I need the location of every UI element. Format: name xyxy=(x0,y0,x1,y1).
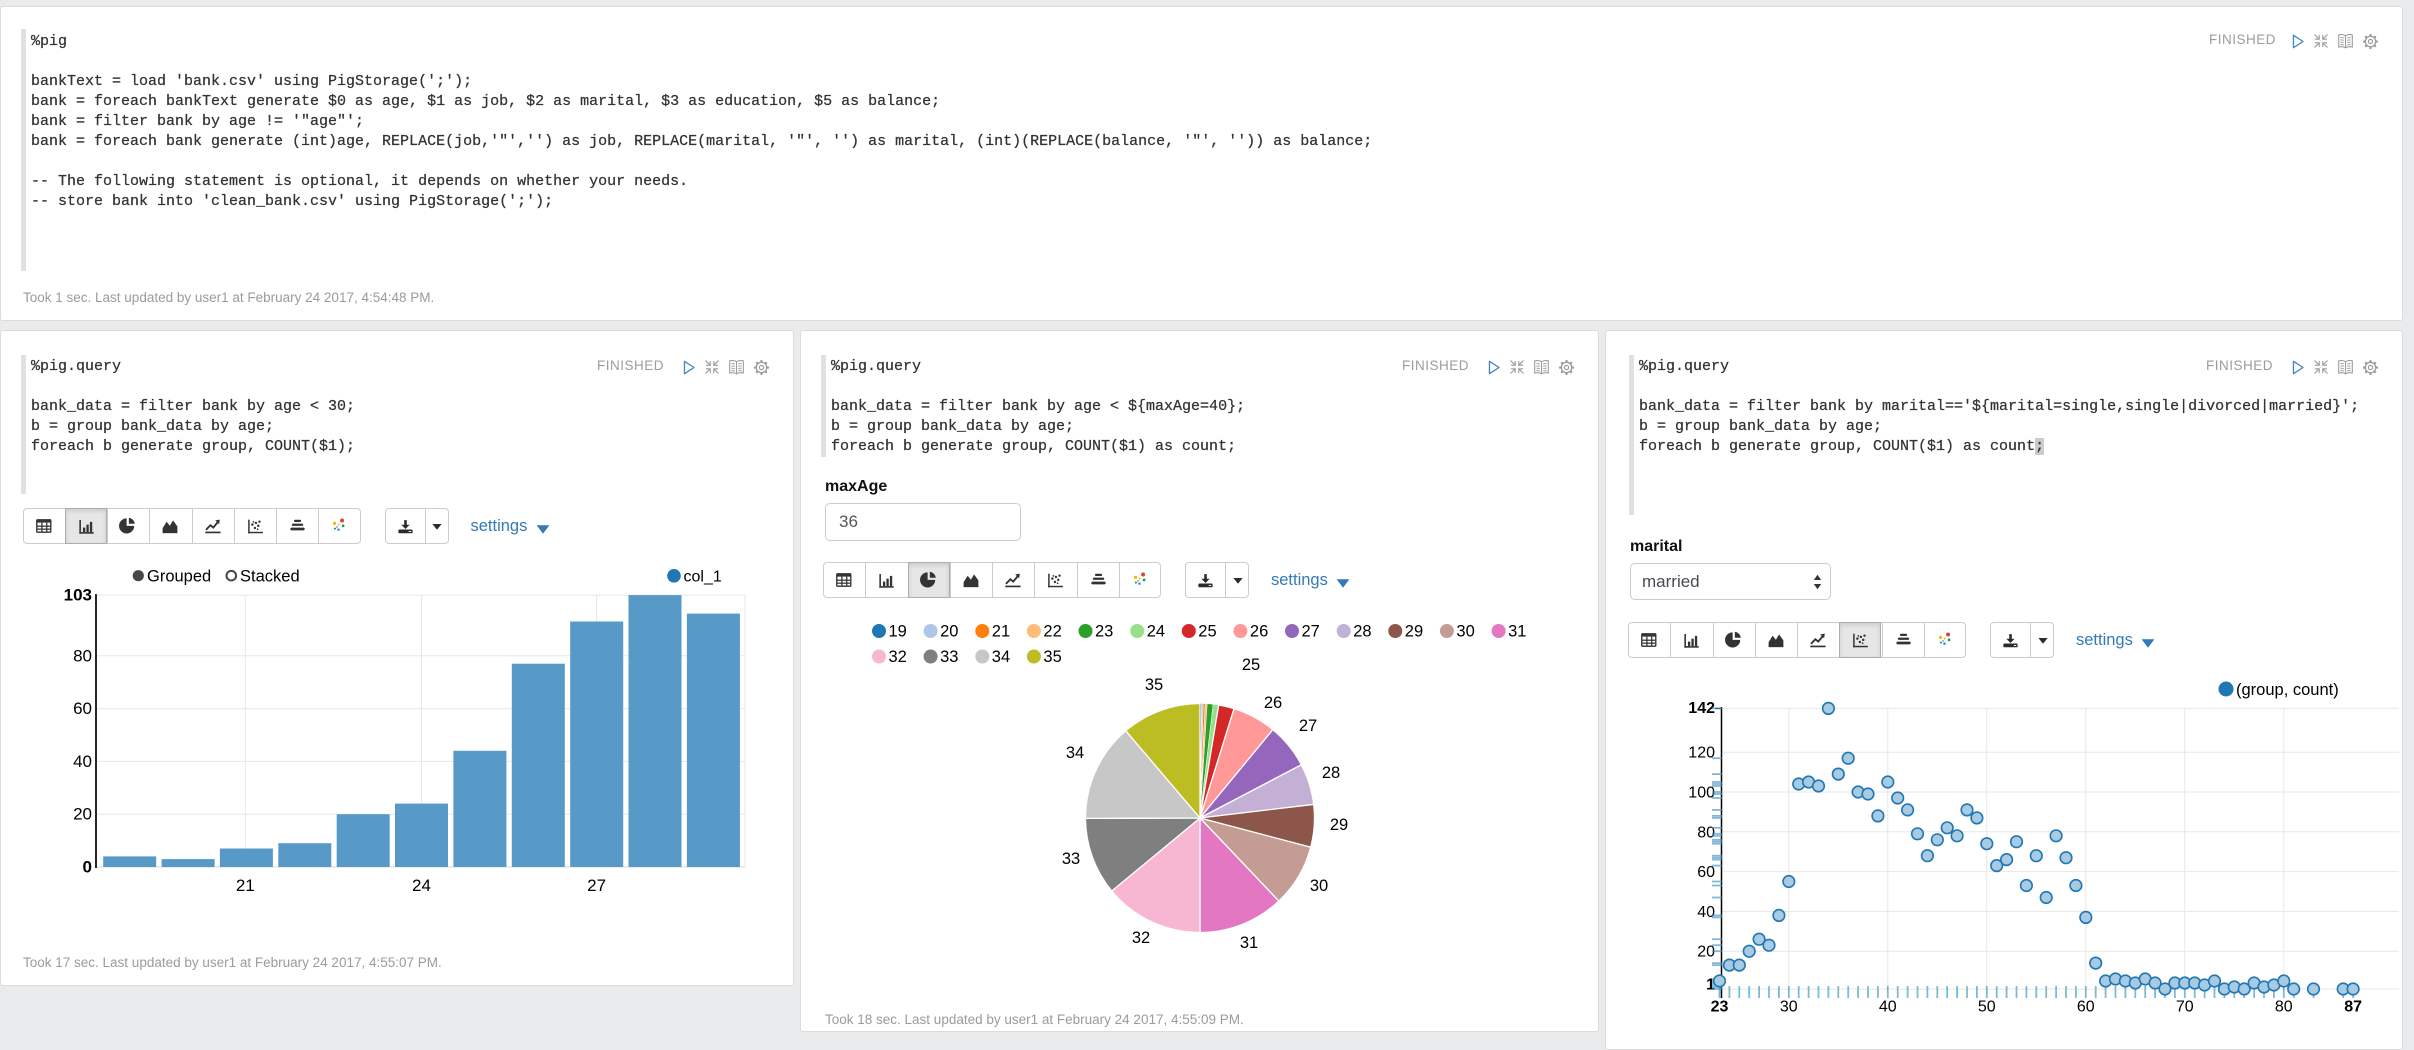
svg-text:80: 80 xyxy=(2275,999,2293,1016)
svg-text:30: 30 xyxy=(1310,877,1328,895)
svg-text:34: 34 xyxy=(1066,744,1084,762)
svg-text:70: 70 xyxy=(2176,999,2194,1016)
svg-text:33: 33 xyxy=(1062,850,1080,868)
svg-text:20: 20 xyxy=(73,805,92,824)
svg-text:26: 26 xyxy=(1250,623,1268,641)
svg-text:32: 32 xyxy=(889,648,907,666)
svg-text:120: 120 xyxy=(1688,745,1715,762)
svg-text:35: 35 xyxy=(1145,676,1163,694)
svg-text:30: 30 xyxy=(1780,999,1798,1016)
svg-text:0: 0 xyxy=(83,858,92,877)
svg-text:142: 142 xyxy=(1688,700,1715,717)
svg-text:25: 25 xyxy=(1198,623,1216,641)
svg-text:32: 32 xyxy=(1132,929,1150,947)
svg-text:21: 21 xyxy=(236,876,255,895)
svg-text:35: 35 xyxy=(1043,648,1061,666)
svg-text:col_1: col_1 xyxy=(684,569,722,586)
svg-text:60: 60 xyxy=(73,699,92,718)
svg-text:60: 60 xyxy=(2077,999,2095,1016)
svg-text:31: 31 xyxy=(1508,623,1526,641)
svg-text:28: 28 xyxy=(1322,764,1340,782)
svg-text:19: 19 xyxy=(889,623,907,641)
svg-text:Grouped: Grouped xyxy=(147,568,211,586)
svg-text:80: 80 xyxy=(73,646,92,665)
svg-text:100: 100 xyxy=(1688,785,1715,802)
svg-text:60: 60 xyxy=(1697,864,1715,881)
svg-text:50: 50 xyxy=(1978,999,1996,1016)
svg-text:30: 30 xyxy=(1456,623,1474,641)
svg-text:23: 23 xyxy=(1095,623,1113,641)
svg-text:(group, count): (group, count) xyxy=(2236,681,2339,699)
svg-text:25: 25 xyxy=(1242,656,1260,674)
svg-text:40: 40 xyxy=(73,752,92,771)
svg-text:26: 26 xyxy=(1264,694,1282,712)
svg-text:33: 33 xyxy=(940,648,958,666)
svg-text:27: 27 xyxy=(1299,717,1317,735)
svg-text:24: 24 xyxy=(1147,623,1165,641)
svg-text:40: 40 xyxy=(1697,904,1715,921)
svg-text:87: 87 xyxy=(2344,999,2362,1016)
svg-text:20: 20 xyxy=(940,623,958,641)
svg-text:23: 23 xyxy=(1711,999,1729,1016)
svg-text:27: 27 xyxy=(1302,623,1320,641)
svg-text:103: 103 xyxy=(64,586,92,605)
svg-text:24: 24 xyxy=(412,876,431,895)
svg-text:34: 34 xyxy=(992,648,1010,666)
svg-text:29: 29 xyxy=(1330,816,1348,834)
svg-text:21: 21 xyxy=(992,623,1010,641)
svg-text:29: 29 xyxy=(1405,623,1423,641)
svg-text:31: 31 xyxy=(1240,934,1258,952)
svg-text:40: 40 xyxy=(1879,999,1897,1016)
svg-text:27: 27 xyxy=(587,876,606,895)
svg-text:28: 28 xyxy=(1353,623,1371,641)
svg-text:Stacked: Stacked xyxy=(240,568,300,586)
svg-text:20: 20 xyxy=(1697,944,1715,961)
svg-text:22: 22 xyxy=(1043,623,1061,641)
svg-text:80: 80 xyxy=(1697,824,1715,841)
